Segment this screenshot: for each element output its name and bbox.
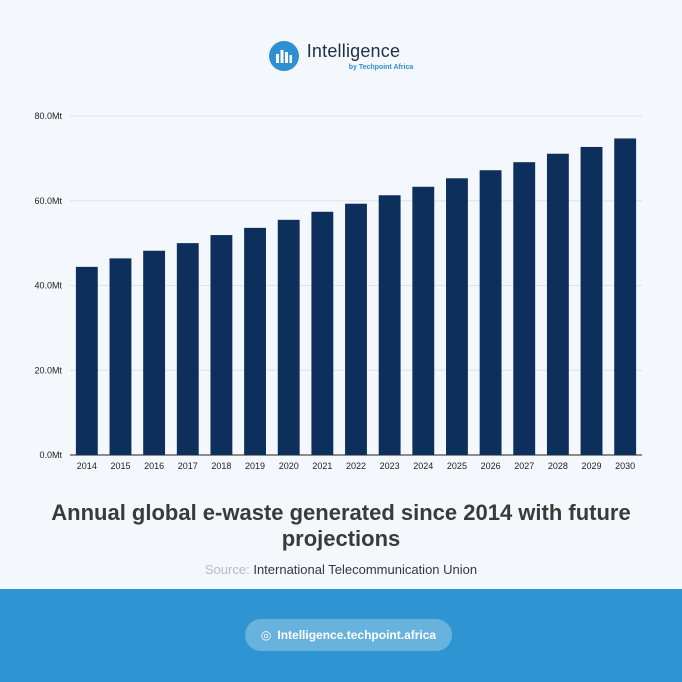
globe-icon: ◎ [260,628,272,642]
bar-2028 [546,153,569,455]
bar-2026 [479,170,502,455]
x-tick-label: 2022 [346,461,366,471]
x-tick-label: 2027 [514,461,534,471]
y-tick-label: 20.0Mt [34,365,62,375]
x-tick-label: 2030 [615,461,635,471]
bar-2025 [446,178,468,455]
x-tick-label: 2026 [481,461,501,471]
x-tick-label: 2025 [447,461,467,471]
brand-name: Intelligence [306,40,401,61]
x-tick-label: 2029 [582,461,602,471]
x-tick-label: 2014 [77,461,97,471]
source-line: Source: International Telecommunication … [0,562,682,577]
bar-2030 [614,138,637,456]
bar-2022 [345,203,367,455]
bar-chart-logo-icon [268,41,299,71]
x-tick-label: 2019 [245,461,265,471]
bar-2021 [311,211,334,455]
x-tick-label: 2023 [380,461,400,471]
x-tick-label: 2018 [211,461,231,471]
x-tick-label: 2021 [312,461,332,471]
bar-chart: 0.0Mt 20.0Mt 40.0Mt 60.0Mt 80.0Mt 2014 2015 201… [0,100,682,480]
bar-2019 [244,227,266,455]
x-tick-label: 2015 [110,461,130,471]
bar-2020 [277,219,300,455]
bar-2014 [75,266,98,455]
chart-title: Annual global e-waste generated since 20… [51,500,631,551]
website-link[interactable]: ◎ Intelligence.techpoint.africa [245,619,452,651]
y-tick-label: 0.0Mt [39,450,62,460]
x-tick-label: 2024 [413,461,433,471]
bar-2018 [210,235,233,455]
chart-svg: 0.0Mt 20.0Mt 40.0Mt 60.0Mt 80.0Mt 2014 2015 201… [34,111,642,471]
source-label: Source: [204,562,250,577]
website-link-label: Intelligence.techpoint.africa [277,628,437,642]
x-tick-label: 2028 [548,461,568,471]
bar-2027 [513,162,536,455]
footer-bar: ◎ Intelligence.techpoint.africa [0,589,682,682]
brand-text: Intelligence by Techpoint Africa [307,42,414,71]
brand-sub: by Techpoint Africa [348,63,414,71]
bar-2023 [378,195,401,455]
x-tick-label: 2017 [178,461,198,471]
bar-2016 [143,250,166,455]
x-tick-label: 2020 [279,461,299,471]
bar-2024 [412,186,435,456]
y-tick-label: 40.0Mt [34,281,62,291]
y-tick-label: 80.0Mt [34,111,62,121]
y-tick-label: 60.0Mt [34,196,62,206]
bar-2015 [109,258,132,455]
brand-header: Intelligence by Techpoint Africa [0,36,682,76]
x-tick-label: 2016 [144,461,164,471]
bar-2017 [176,243,199,455]
source-text: International Telecommunication Union [253,562,478,577]
bar-2029 [580,146,603,455]
